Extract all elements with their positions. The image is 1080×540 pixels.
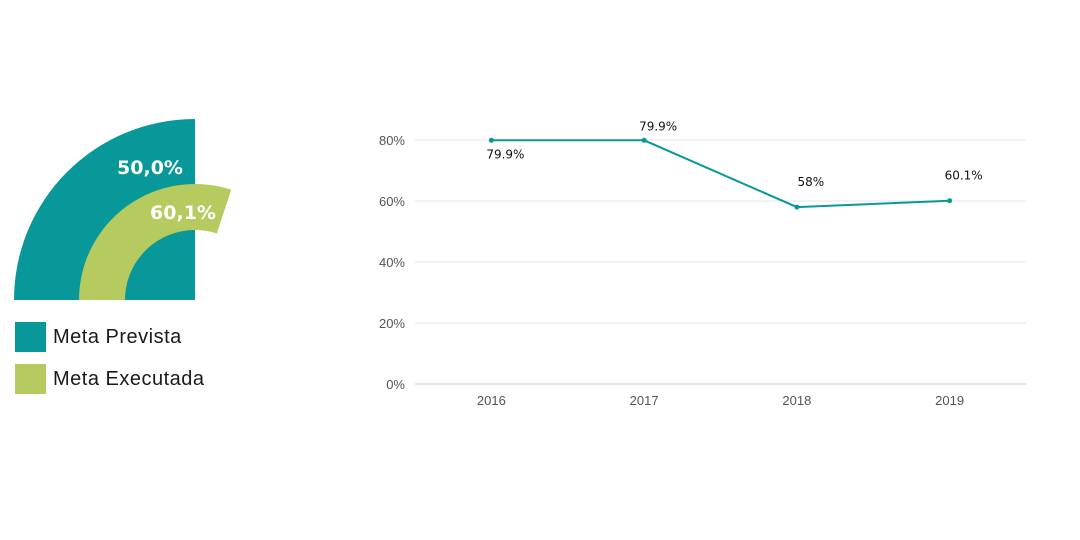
data-label: 58% — [798, 175, 825, 189]
y-tick-label: 80% — [379, 133, 405, 148]
data-point[interactable] — [794, 204, 800, 210]
gauge-arc-meta-prevista — [14, 119, 195, 300]
data-label: 79.9% — [639, 119, 677, 133]
legend: Meta Prevista Meta Executada — [15, 322, 205, 406]
data-point[interactable] — [641, 137, 647, 143]
data-label: 79.9% — [486, 147, 524, 161]
legend-swatch-meta-executada — [15, 364, 46, 394]
data-label: 60.1% — [945, 169, 983, 183]
data-point[interactable] — [488, 137, 494, 143]
legend-item-meta-prevista: Meta Prevista — [15, 322, 205, 352]
gauge-arc-meta-executada — [79, 184, 232, 300]
legend-label-meta-prevista: Meta Prevista — [53, 325, 182, 348]
series-line — [491, 139, 950, 209]
y-tick-label: 60% — [379, 194, 405, 209]
gauge-label-meta-prevista: 50,0% — [117, 157, 183, 179]
radial-gauge: 50,0% 60,1% — [14, 119, 232, 300]
x-tick-label: 2019 — [935, 393, 964, 408]
legend-label-meta-executada: Meta Executada — [53, 367, 205, 390]
x-tick-label: 2018 — [782, 393, 811, 408]
legend-item-meta-executada: Meta Executada — [15, 364, 205, 394]
legend-swatch-meta-prevista — [15, 322, 46, 352]
gauge-label-meta-executada: 60,1% — [150, 202, 216, 224]
x-tick-label: 2016 — [477, 393, 506, 408]
y-tick-label: 40% — [379, 255, 405, 270]
y-tick-label: 0% — [386, 377, 405, 392]
y-tick-label: 20% — [379, 316, 405, 331]
x-tick-label: 2017 — [630, 393, 659, 408]
data-point[interactable] — [947, 198, 953, 204]
